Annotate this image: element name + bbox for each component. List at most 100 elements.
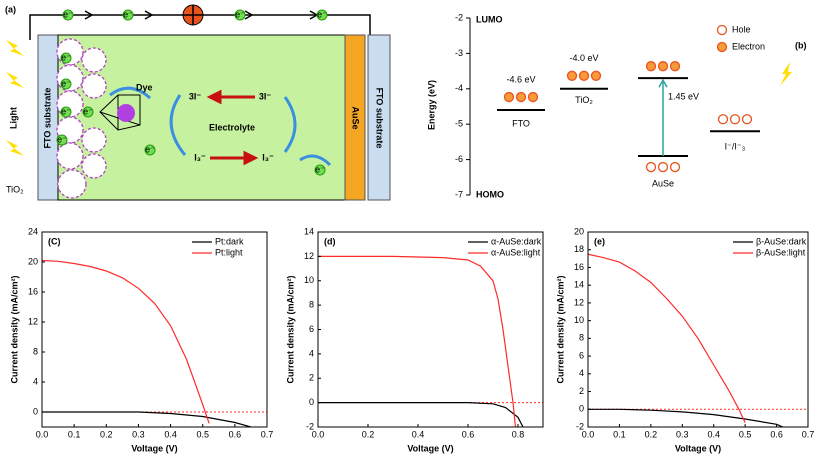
hole-symbol (741, 114, 753, 125)
y-tick-label: 16 (28, 286, 38, 296)
dye-molecule (117, 104, 135, 122)
plot-area (588, 253, 808, 427)
level-value: -4.6 eV (506, 74, 535, 84)
electron-dot (82, 106, 94, 118)
electron-dot (234, 9, 246, 21)
x-tick-label: 0.4 (707, 429, 720, 439)
electrons: e⁻ e⁻ e⁻ e⁻ e⁻ e⁻ e⁻ e⁻ e⁻ e⁻ e⁻ (56, 9, 328, 176)
x-axis-label: Voltage (V) (675, 443, 721, 453)
x-tick-label: 0.6 (229, 429, 242, 439)
y-axis-label: Current density (mA/cm²) (285, 275, 295, 383)
legend-label: Hole (732, 24, 751, 34)
y-tick-label: 8 (309, 300, 314, 310)
y-tick-label: 8 (33, 346, 38, 356)
electron-dot (56, 134, 68, 146)
x-tick-label: 0.6 (770, 429, 783, 439)
y-tick-label: -2 (576, 421, 584, 431)
electron-label: e⁻ (83, 106, 93, 116)
panel-label: (d) (324, 236, 336, 246)
light-label: Light (8, 107, 18, 129)
hole-symbol (645, 161, 657, 173)
y-tick-label: 24 (28, 226, 38, 236)
y-tick-label: 10 (304, 275, 314, 285)
curve (318, 255, 517, 427)
electron-symbol (503, 91, 515, 103)
y-tick-label: 4 (309, 348, 314, 358)
level-name: FTO (512, 118, 530, 128)
x-axis-label: Voltage (V) (131, 443, 177, 453)
hole-symbol (716, 24, 728, 36)
gap-arrow (658, 78, 668, 157)
panel-label: (e) (594, 236, 605, 246)
y-tick-label: 14 (574, 280, 584, 290)
electron-symbol (645, 61, 657, 72)
electron-label: e⁻ (315, 164, 325, 174)
y-tick-label: -7 (455, 189, 463, 199)
x-tick-label: 0.6 (462, 429, 475, 439)
y-axis-label: Current density (mA/cm²) (9, 275, 19, 383)
electron-label: e⁻ (317, 9, 327, 19)
hole-symbol (729, 114, 741, 125)
y-tick-label: 0 (309, 397, 314, 407)
legend-label: Electron (732, 41, 765, 51)
y-tick-label: 6 (579, 350, 584, 360)
y-tick-label: 8 (579, 333, 584, 343)
y-tick-label: 4 (33, 376, 38, 386)
x-tick-label: 0.3 (676, 429, 689, 439)
ion-label: I₃⁻ (262, 152, 274, 162)
y-tick-label: 12 (304, 251, 314, 261)
y-tick-label: 2 (309, 373, 314, 383)
electron-dot (144, 144, 156, 156)
y-tick-label: 0 (33, 406, 38, 416)
bottom-label: HOMO (476, 189, 504, 199)
electron-dot (60, 52, 72, 64)
x-tick-label: 0.2 (645, 429, 658, 439)
electron-label: e⁻ (123, 9, 133, 19)
electron-symbol (590, 70, 602, 81)
x-tick-label: 0.0 (36, 429, 49, 439)
flow-arrows (109, 86, 332, 167)
x-tick-label: 0.2 (100, 429, 113, 439)
electron-symbol (669, 61, 681, 72)
oxidation-arrow (210, 150, 259, 166)
hole-symbol (657, 161, 669, 173)
legend-label: Pt:light (215, 247, 243, 257)
x-tick-label: 0.4 (412, 429, 425, 439)
y-tick-label: 20 (574, 226, 584, 236)
substrate-label: FTO substrate (375, 88, 385, 149)
y-tick-label: -5 (455, 119, 463, 129)
y-tick-label: -6 (455, 154, 463, 164)
x-tick-label: 0.1 (68, 429, 81, 439)
legend-label: β-AuSe:dark (756, 236, 807, 246)
electron-label: e⁻ (61, 106, 71, 116)
legend-label: α-AuSe:dark (491, 236, 542, 246)
electron-dot (60, 106, 72, 118)
y-tick-label: 18 (574, 244, 584, 254)
electron-label: e⁻ (61, 78, 71, 88)
legend-label: Pt:dark (215, 236, 244, 246)
electron-symbol (515, 91, 527, 103)
energy-diagram: -7 -6 -5 -4 -3 -2 Energy (eV) LUMO HOMO (b) -4.6 e… (426, 12, 806, 199)
schematic: (a) Light FTO substrate TiO₂ Dye 3I⁻ 3I⁻… (5, 4, 792, 201)
axes-frame (587, 231, 809, 428)
x-tick-label: 0.5 (196, 429, 209, 439)
y-tick-label: 12 (574, 297, 584, 307)
load-sign (183, 5, 203, 25)
gap-label: 1.45 eV (668, 91, 699, 101)
electron-dot (122, 9, 134, 21)
y-tick-label: 2 (579, 386, 584, 396)
curve (42, 411, 252, 427)
electron-symbol (566, 70, 578, 81)
electrolyte-label: Electrolyte (209, 122, 255, 132)
right-substrate (367, 34, 391, 201)
electron-dot (62, 9, 74, 21)
y-tick-label: -4 (455, 83, 463, 93)
x-tick-label: 0.4 (164, 429, 177, 439)
electron-symbol (578, 70, 590, 81)
x-tick-label: 0.0 (312, 429, 325, 439)
level-value: -4.0 eV (569, 53, 598, 63)
y-tick-label: 16 (574, 262, 584, 272)
wire-arrows (84, 10, 319, 20)
x-tick-label: 0.2 (362, 429, 375, 439)
ion-label: 3I⁻ (189, 91, 202, 101)
